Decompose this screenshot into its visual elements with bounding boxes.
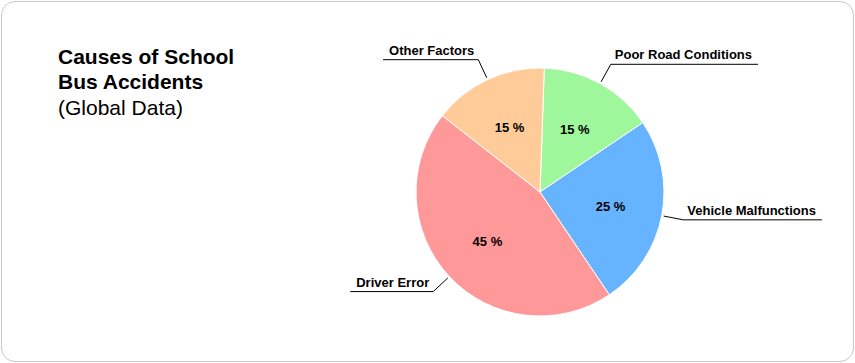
slices: [416, 68, 664, 316]
chart: 15 % Poor Road Conditions 25 % Vehicle Malf…: [0, 0, 855, 363]
data-label: 15 %: [560, 122, 590, 137]
leader-line: [601, 64, 758, 81]
labels: 15 % Poor Road Conditions 25 % Vehicle Malf…: [350, 43, 822, 292]
subtitle: (Global Data): [58, 95, 183, 120]
leader-line: [350, 278, 448, 292]
title: Causes of School Bus Accidents: [58, 44, 268, 94]
data-label: 25 %: [596, 199, 626, 214]
data-label: 45 %: [473, 234, 503, 249]
category-label: Other Factors: [389, 43, 474, 58]
category-label: Poor Road Conditions: [615, 47, 752, 62]
data-label: 15 %: [495, 120, 525, 135]
pie-slice: [442, 68, 544, 192]
category-label: Vehicle Malfunctions: [687, 203, 816, 218]
category-label: Driver Error: [356, 275, 429, 290]
leader-line: [664, 216, 822, 220]
leader-line: [383, 60, 487, 78]
